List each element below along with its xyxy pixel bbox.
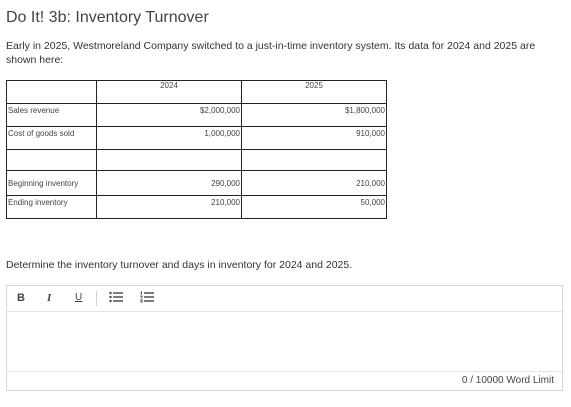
inventory-table: 2024 2025 Sales revenue $2,000,000 $1,80… (6, 80, 387, 219)
cell-2025: 210,000 (241, 170, 387, 196)
cell-2025-value: $1,800,000 (344, 106, 385, 115)
numbered-list-icon (140, 291, 154, 303)
problem-intro: Early in 2025, Westmoreland Company swit… (6, 40, 536, 66)
cell-2024: 210,000 (96, 195, 242, 219)
cell-2024: $2,000,000 (96, 103, 242, 127)
table-row: Beginning inventory 290,000 210,000 (6, 170, 387, 196)
underline-button[interactable]: U (75, 292, 83, 303)
table-row: Ending inventory 210,000 50,000 (6, 195, 387, 219)
row-label: Cost of goods sold (6, 126, 97, 150)
spacer-cell (96, 149, 242, 171)
table-header-2025: 2025 (241, 80, 387, 104)
row-label-text: Beginning inventory (8, 179, 79, 188)
answer-textarea[interactable] (7, 312, 562, 372)
question-text: Determine the inventory turnover and day… (6, 259, 353, 271)
answer-editor: B I U (6, 285, 563, 391)
row-label: Ending inventory (6, 195, 97, 219)
cell-2025: $1,800,000 (241, 103, 387, 127)
header-2025-label: 2025 (305, 81, 323, 90)
cell-2024: 290,000 (96, 170, 242, 196)
italic-button[interactable]: I (47, 292, 52, 304)
table-row: Cost of goods sold 1,000,000 910,000 (6, 126, 387, 150)
cell-2025: 910,000 (241, 126, 387, 150)
cell-2025: 50,000 (241, 195, 387, 219)
row-label-text: Sales revenue (8, 106, 60, 115)
bold-button[interactable]: B (17, 292, 25, 304)
table-header-blank (6, 80, 97, 104)
row-label-text: Cost of goods sold (8, 129, 75, 138)
table-header-row: 2024 2025 (6, 80, 387, 104)
cell-2025-value: 910,000 (356, 129, 385, 138)
table-header-2024: 2024 (96, 80, 242, 104)
row-label-text: Ending inventory (8, 198, 68, 207)
page-title: Do It! 3b: Inventory Turnover (6, 9, 209, 26)
table-spacer-row (6, 149, 387, 171)
numbered-list-button[interactable] (140, 291, 154, 305)
row-label: Sales revenue (6, 103, 97, 127)
editor-footer: 0 / 10000 Word Limit (7, 371, 562, 390)
spacer-cell (6, 149, 97, 171)
spacer-cell (241, 149, 387, 171)
cell-2024-value: 210,000 (211, 198, 240, 207)
word-limit-counter: 0 / 10000 Word Limit (461, 375, 554, 386)
cell-2025-value: 210,000 (356, 179, 385, 188)
editor-toolbar: B I U (7, 286, 562, 312)
cell-2024-value: 290,000 (211, 179, 240, 188)
header-2024-label: 2024 (160, 81, 178, 90)
cell-2024-value: 1,000,000 (204, 129, 240, 138)
cell-2025-value: 50,000 (360, 198, 385, 207)
cell-2024: 1,000,000 (96, 126, 242, 150)
bullet-list-button[interactable] (109, 291, 123, 305)
bullet-list-icon (109, 291, 123, 303)
toolbar-divider (96, 291, 97, 306)
cell-2024-value: $2,000,000 (199, 106, 240, 115)
row-label: Beginning inventory (6, 170, 97, 196)
table-row: Sales revenue $2,000,000 $1,800,000 (6, 103, 387, 127)
